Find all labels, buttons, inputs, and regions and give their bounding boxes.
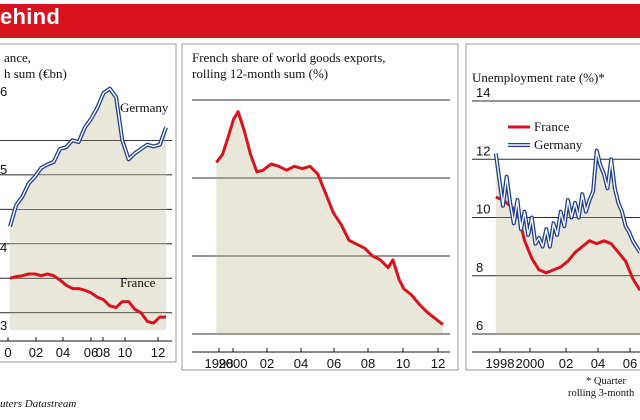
y-tick-label: 4 bbox=[0, 240, 7, 255]
x-tick-label: 06 bbox=[84, 345, 98, 360]
x-tick-label: 02 bbox=[29, 345, 43, 360]
legend-label-germany: Germany bbox=[534, 137, 583, 152]
panel-1-title-line-1: ance, bbox=[4, 50, 31, 65]
y-tick-label: 14 bbox=[476, 85, 490, 100]
panel-1-title-line-2: h sum (€bn) bbox=[4, 66, 67, 81]
area-fill bbox=[216, 111, 443, 334]
legend: France Germany bbox=[508, 119, 583, 152]
series-line-germany-core bbox=[495, 149, 640, 253]
panel-unemployment: Unemployment rate (%)* 1998 2000 02 04 06 6 8 1… bbox=[472, 70, 640, 399]
panel-2-title-line-2: rolling 12-month sum (%) bbox=[192, 66, 328, 81]
y-tick-label: 5 bbox=[0, 162, 7, 177]
y-tick-label: 6 bbox=[476, 318, 483, 333]
y-tick-label: 3 bbox=[0, 318, 7, 333]
x-tick-label: 04 bbox=[591, 356, 605, 371]
panel-2-frame bbox=[181, 43, 459, 371]
x-tick-label: 06 bbox=[623, 356, 637, 371]
series-line-germany-core bbox=[9, 87, 167, 227]
x-tick-label: 08 bbox=[96, 345, 110, 360]
x-tick-label: 2000 bbox=[219, 356, 248, 371]
x-tick-label: 12 bbox=[431, 356, 445, 371]
series-line-france bbox=[215, 110, 444, 326]
panel-1-frame bbox=[0, 43, 177, 363]
source-note: uters Datastream bbox=[0, 398, 77, 410]
x-tick-label: 12 bbox=[151, 345, 165, 360]
x-tick-label: 04 bbox=[294, 356, 308, 371]
legend-label-france: France bbox=[534, 119, 570, 134]
x-tick-label: 02 bbox=[260, 356, 274, 371]
x-tick-label: 02 bbox=[559, 356, 573, 371]
series-label-germany: Germany bbox=[120, 100, 169, 115]
y-tick-label: 6 bbox=[0, 84, 7, 99]
x-tick-label: 10 bbox=[396, 356, 410, 371]
area-fill bbox=[495, 150, 640, 334]
panel-3-frame bbox=[465, 43, 640, 371]
footnote-line-2: rolling 3-month bbox=[568, 388, 635, 399]
x-tick-label: 06 bbox=[327, 356, 341, 371]
x-tick-label: 0 bbox=[4, 345, 11, 360]
x-tick-label: 10 bbox=[118, 345, 132, 360]
x-tick-label: 1998 bbox=[486, 356, 515, 371]
series-label-france: France bbox=[120, 275, 156, 290]
series-line-france bbox=[9, 272, 166, 325]
y-tick-label: 8 bbox=[476, 260, 483, 275]
title-banner bbox=[0, 4, 640, 38]
banner-title: ehind bbox=[0, 4, 61, 29]
x-tick-label: 08 bbox=[361, 356, 375, 371]
x-tick-label: 1998 bbox=[205, 356, 234, 371]
y-tick-label: 10 bbox=[476, 202, 490, 217]
x-tick-label: 2000 bbox=[516, 356, 545, 371]
x-tick-label: 04 bbox=[56, 345, 70, 360]
footnote-line-1: * Quarter bbox=[586, 376, 626, 387]
y-tick-label: 12 bbox=[476, 143, 490, 158]
panel-3-title: Unemployment rate (%)* bbox=[472, 70, 605, 85]
panel-2-title-line-1: French share of world goods exports, bbox=[192, 50, 386, 65]
panel-export-share: French share of world goods exports, rol… bbox=[0, 50, 450, 371]
